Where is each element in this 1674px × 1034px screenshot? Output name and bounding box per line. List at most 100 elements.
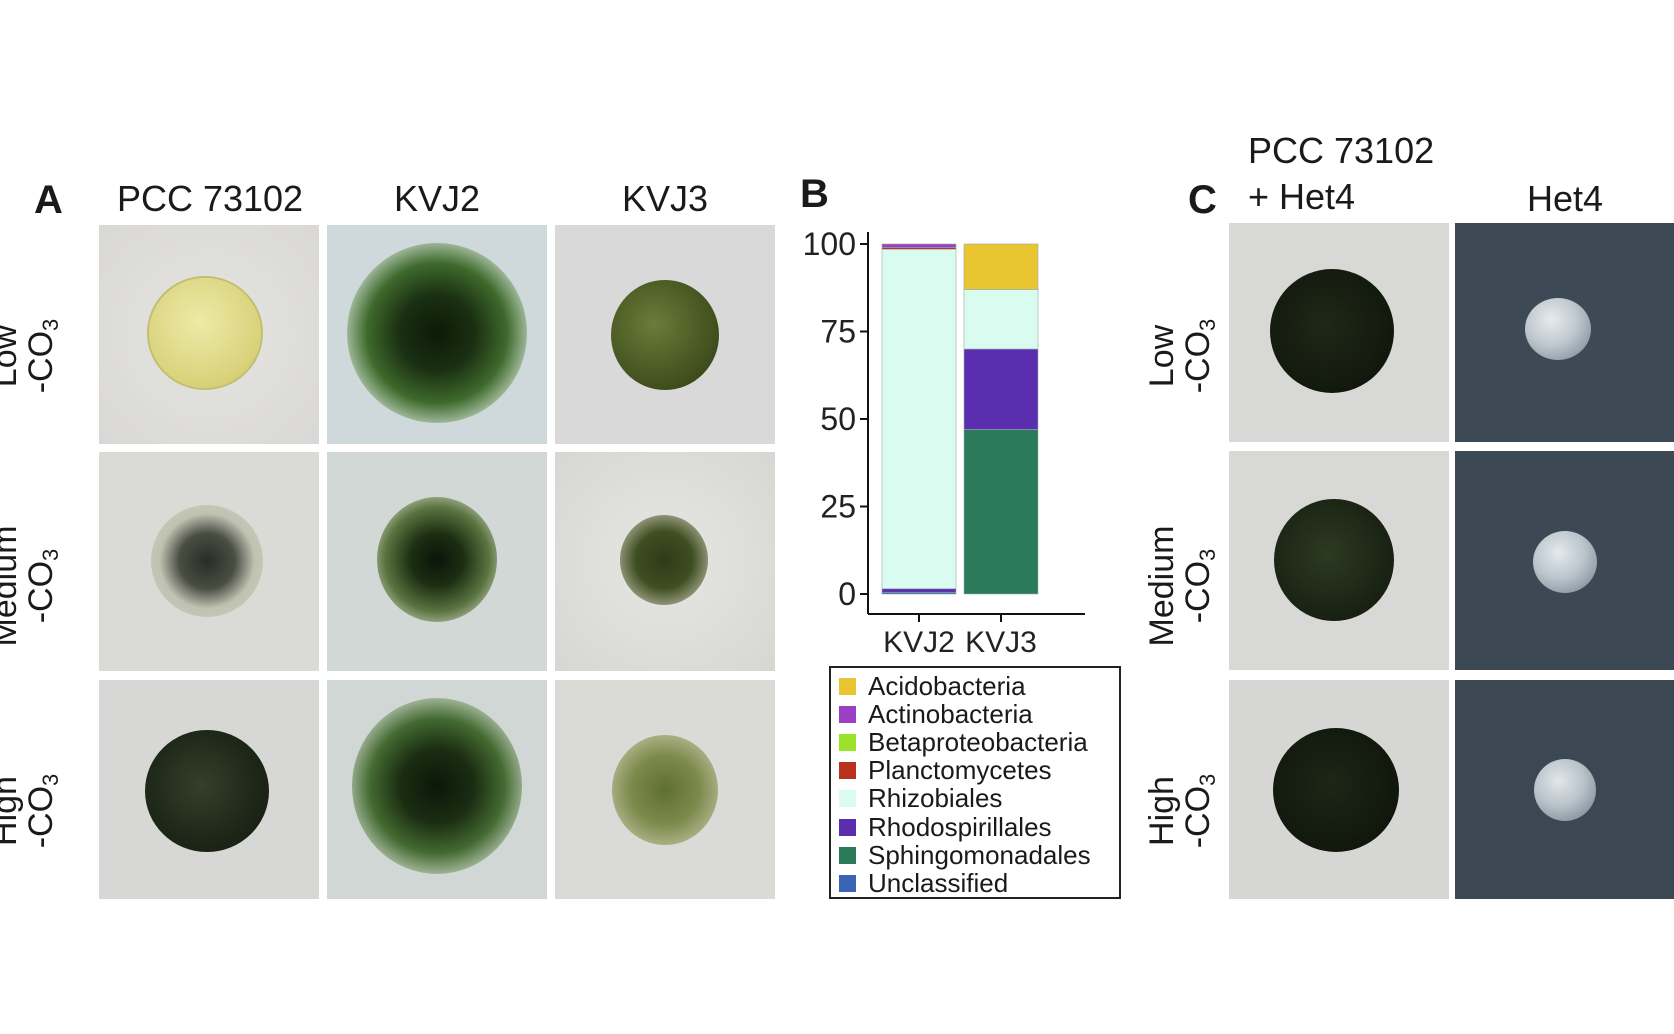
row-sub: -CO: [22, 785, 60, 849]
bar-segment-kvj2-rhizobiales: [881, 248, 957, 590]
bar-segment-kvj3-acidobacteria: [963, 243, 1039, 290]
photo-pcc73102-het4-high: [1229, 680, 1449, 899]
legend-label: Sphingomonadales: [868, 839, 1091, 870]
panel-c-col-het4: Het4: [1526, 178, 1604, 219]
colony: [151, 505, 263, 617]
y-tick-label-50: 50: [820, 401, 856, 437]
row-level: High: [0, 776, 24, 846]
row-sub: -CO: [1179, 560, 1217, 624]
legend-item-betaproteobacteria: Betaproteobacteria: [839, 726, 1119, 757]
panel-a-col-kvj3: KVJ3: [621, 178, 709, 219]
legend-label: Actinobacteria: [868, 698, 1033, 729]
row-subscript: 3: [1195, 318, 1220, 331]
colony: [1525, 298, 1591, 360]
row-sub: -CO: [1179, 785, 1217, 849]
legend-item-unclassified: Unclassified: [839, 867, 1119, 898]
row-subscript: 3: [1195, 548, 1220, 561]
colony: [620, 515, 708, 605]
panel-a-row-medium: Medium -CO3: [0, 506, 63, 666]
panel-a-col-kvj2: KVJ2: [393, 178, 481, 219]
photo-pcc73102-het4-medium: [1229, 451, 1449, 670]
photo-het4-low: [1455, 223, 1674, 442]
x-tick-label-kvj3: KVJ3: [965, 626, 1037, 659]
row-level: High: [1143, 776, 1181, 846]
panel-c-row-low: Low -CO3: [1143, 276, 1220, 436]
colony: [1274, 499, 1394, 621]
colony: [149, 278, 261, 388]
bar-segment-kvj3-rhodospirillales: [963, 348, 1039, 430]
legend-label: Rhodospirillales: [868, 811, 1052, 842]
colony: [1270, 269, 1394, 393]
legend-swatch: [839, 705, 856, 723]
bar-segment-kvj3-rhizobiales: [963, 289, 1039, 350]
bar-segment-kvj2-actinobacteria: [881, 243, 957, 248]
photo-pcc73102-high: [99, 680, 319, 899]
legend-label: Rhizobiales: [868, 783, 1003, 814]
panel-c-row-high: High -CO3: [1143, 731, 1220, 891]
colony: [1534, 759, 1596, 821]
legend-label: Unclassified: [868, 867, 1009, 898]
row-sub: -CO: [22, 330, 60, 394]
row-level: Medium: [1143, 525, 1181, 647]
row-level: Low: [0, 324, 24, 388]
panel-b-letter: B: [800, 172, 829, 216]
legend-item-rhodospirillales: Rhodospirillales: [839, 811, 1119, 842]
photo-kvj3-low: [555, 225, 775, 444]
panel-a-row-high: High -CO3: [0, 731, 63, 891]
chart-legend: Acidobacteria Actinobacteria Betaproteobac…: [829, 666, 1121, 899]
panel-a-letter: A: [34, 178, 63, 222]
stacked-bar-chart: 0 25 50 75 100 KVJ2 KVJ3: [803, 226, 1085, 659]
photo-pcc73102-medium: [99, 452, 319, 671]
legend-swatch: [839, 677, 856, 695]
legend-swatch: [839, 818, 856, 836]
panel-c-row-medium: Medium -CO3: [1143, 506, 1220, 666]
col-line-2: + Het4: [1248, 176, 1356, 217]
y-tick-label-25: 25: [820, 489, 856, 525]
photo-pcc73102-low: [99, 225, 319, 444]
photo-kvj2-high: [327, 680, 547, 899]
photo-kvj2-medium: [327, 452, 547, 671]
colony: [347, 243, 527, 423]
legend-item-actinobacteria: Actinobacteria: [839, 698, 1119, 729]
row-subscript: 3: [1195, 773, 1220, 786]
photo-het4-high: [1455, 680, 1674, 899]
photo-kvj3-medium: [555, 452, 775, 671]
panel-a-row-low: Low -CO3: [0, 276, 63, 436]
panel-c-col-pcc73102-het4: PCC 73102 + Het4: [1248, 128, 1434, 220]
row-level: Low: [1143, 324, 1181, 388]
legend-label: Betaproteobacteria: [868, 726, 1088, 757]
legend-swatch: [839, 790, 856, 808]
row-subscript: 3: [38, 773, 63, 786]
legend-swatch: [839, 874, 856, 892]
photo-kvj3-high: [555, 680, 775, 899]
x-tick-label-kvj2: KVJ2: [883, 626, 955, 659]
colony: [612, 735, 718, 845]
panel-c-letter: C: [1188, 178, 1217, 222]
row-subscript: 3: [38, 548, 63, 561]
row-subscript: 3: [38, 318, 63, 331]
colony: [145, 730, 269, 852]
panel-a-col-pcc73102: PCC 73102: [116, 178, 304, 219]
legend-label: Planctomycetes: [868, 755, 1052, 786]
colony: [377, 497, 497, 622]
row-sub: -CO: [22, 560, 60, 624]
col-line-1: PCC 73102: [1248, 130, 1435, 171]
legend-label: Acidobacteria: [868, 670, 1026, 701]
legend-item-planctomycetes: Planctomycetes: [839, 755, 1119, 786]
colony: [1273, 728, 1399, 852]
row-level: Medium: [0, 525, 24, 647]
photo-pcc73102-het4-low: [1229, 223, 1449, 442]
legend-item-sphingomonadales: Sphingomonadales: [839, 839, 1119, 870]
legend-swatch: [839, 733, 856, 751]
bar-segment-kvj3-sphingomonadales: [963, 429, 1039, 595]
bar-segment-kvj2-rhodospirillales: [881, 588, 957, 593]
legend-item-rhizobiales: Rhizobiales: [839, 783, 1119, 814]
legend-swatch: [839, 846, 856, 864]
photo-kvj2-low: [327, 225, 547, 444]
y-tick-label-0: 0: [838, 576, 856, 612]
y-tick-label-100: 100: [803, 226, 856, 262]
legend-item-acidobacteria: Acidobacteria: [839, 670, 1119, 701]
legend-swatch: [839, 762, 856, 780]
row-sub: -CO: [1179, 330, 1217, 394]
photo-het4-medium: [1455, 451, 1674, 670]
